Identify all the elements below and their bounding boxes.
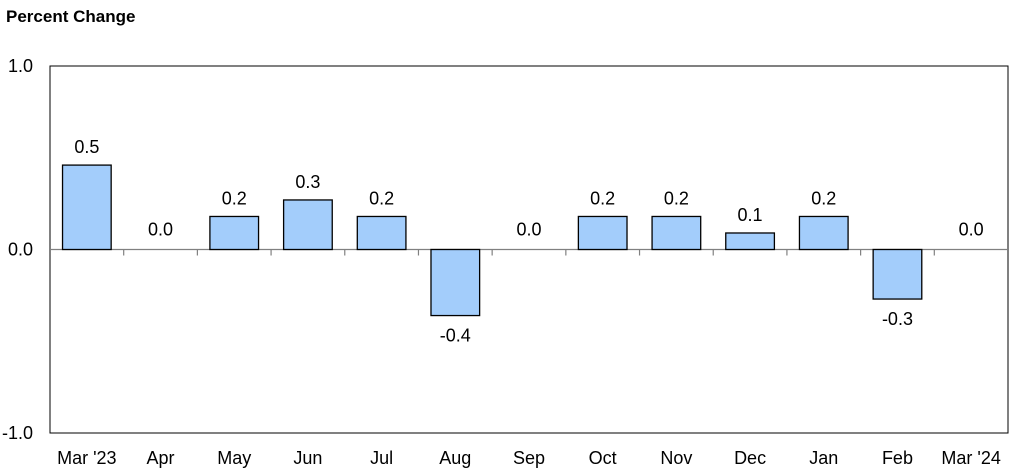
data-label: 0.0 bbox=[516, 220, 541, 240]
chart-title: Percent Change bbox=[6, 7, 135, 26]
bar bbox=[872, 248, 923, 300]
x-tick-label: Oct bbox=[589, 448, 617, 468]
data-label: 0.2 bbox=[811, 188, 836, 208]
x-tick-label: Mar '23 bbox=[57, 448, 116, 468]
data-label: 0.2 bbox=[664, 188, 689, 208]
data-label: 0.0 bbox=[148, 220, 173, 240]
y-axis: 1.0 0.0 -1.0 bbox=[2, 56, 33, 443]
bar bbox=[798, 215, 849, 251]
bar bbox=[430, 248, 481, 317]
x-tick-label: Nov bbox=[660, 448, 692, 468]
x-tick-label: Apr bbox=[147, 448, 175, 468]
x-tick-label: Dec bbox=[734, 448, 766, 468]
data-label: -0.4 bbox=[440, 326, 471, 346]
x-tick-label: May bbox=[217, 448, 251, 468]
bars bbox=[61, 164, 923, 317]
x-tick-label: Sep bbox=[513, 448, 545, 468]
data-label: -0.3 bbox=[882, 309, 913, 329]
bar bbox=[577, 215, 628, 251]
y-tick-label: 0.0 bbox=[8, 240, 33, 260]
x-tick-label: Aug bbox=[439, 448, 471, 468]
data-label: 0.5 bbox=[74, 137, 99, 157]
data-label: 0.2 bbox=[222, 188, 247, 208]
x-tick-label: Jun bbox=[293, 448, 322, 468]
data-label: 0.1 bbox=[738, 205, 763, 225]
x-axis: Mar '23 Apr May Jun Jul Aug Sep Oct Nov Dec Jan Feb… bbox=[57, 249, 1001, 468]
x-tick-label: Jul bbox=[370, 448, 393, 468]
y-tick-label: 1.0 bbox=[8, 56, 33, 76]
y-tick-label: -1.0 bbox=[2, 423, 33, 443]
data-label: 0.3 bbox=[295, 172, 320, 192]
data-label: 0.2 bbox=[369, 188, 394, 208]
bar bbox=[356, 215, 407, 251]
bar bbox=[651, 215, 702, 251]
bar bbox=[209, 215, 260, 251]
data-labels: 0.5 0.0 0.2 0.3 0.2 -0.4 0.0 0.2 0.2 0.1 0.2 -0.3 0.… bbox=[74, 137, 983, 345]
x-tick-label: Jan bbox=[809, 448, 838, 468]
bar bbox=[61, 164, 112, 251]
x-tick-label: Feb bbox=[882, 448, 913, 468]
x-tick-label: Mar '24 bbox=[941, 448, 1000, 468]
data-label: 0.0 bbox=[959, 220, 984, 240]
bar bbox=[725, 232, 776, 251]
bar bbox=[282, 199, 333, 251]
data-label: 0.2 bbox=[590, 188, 615, 208]
